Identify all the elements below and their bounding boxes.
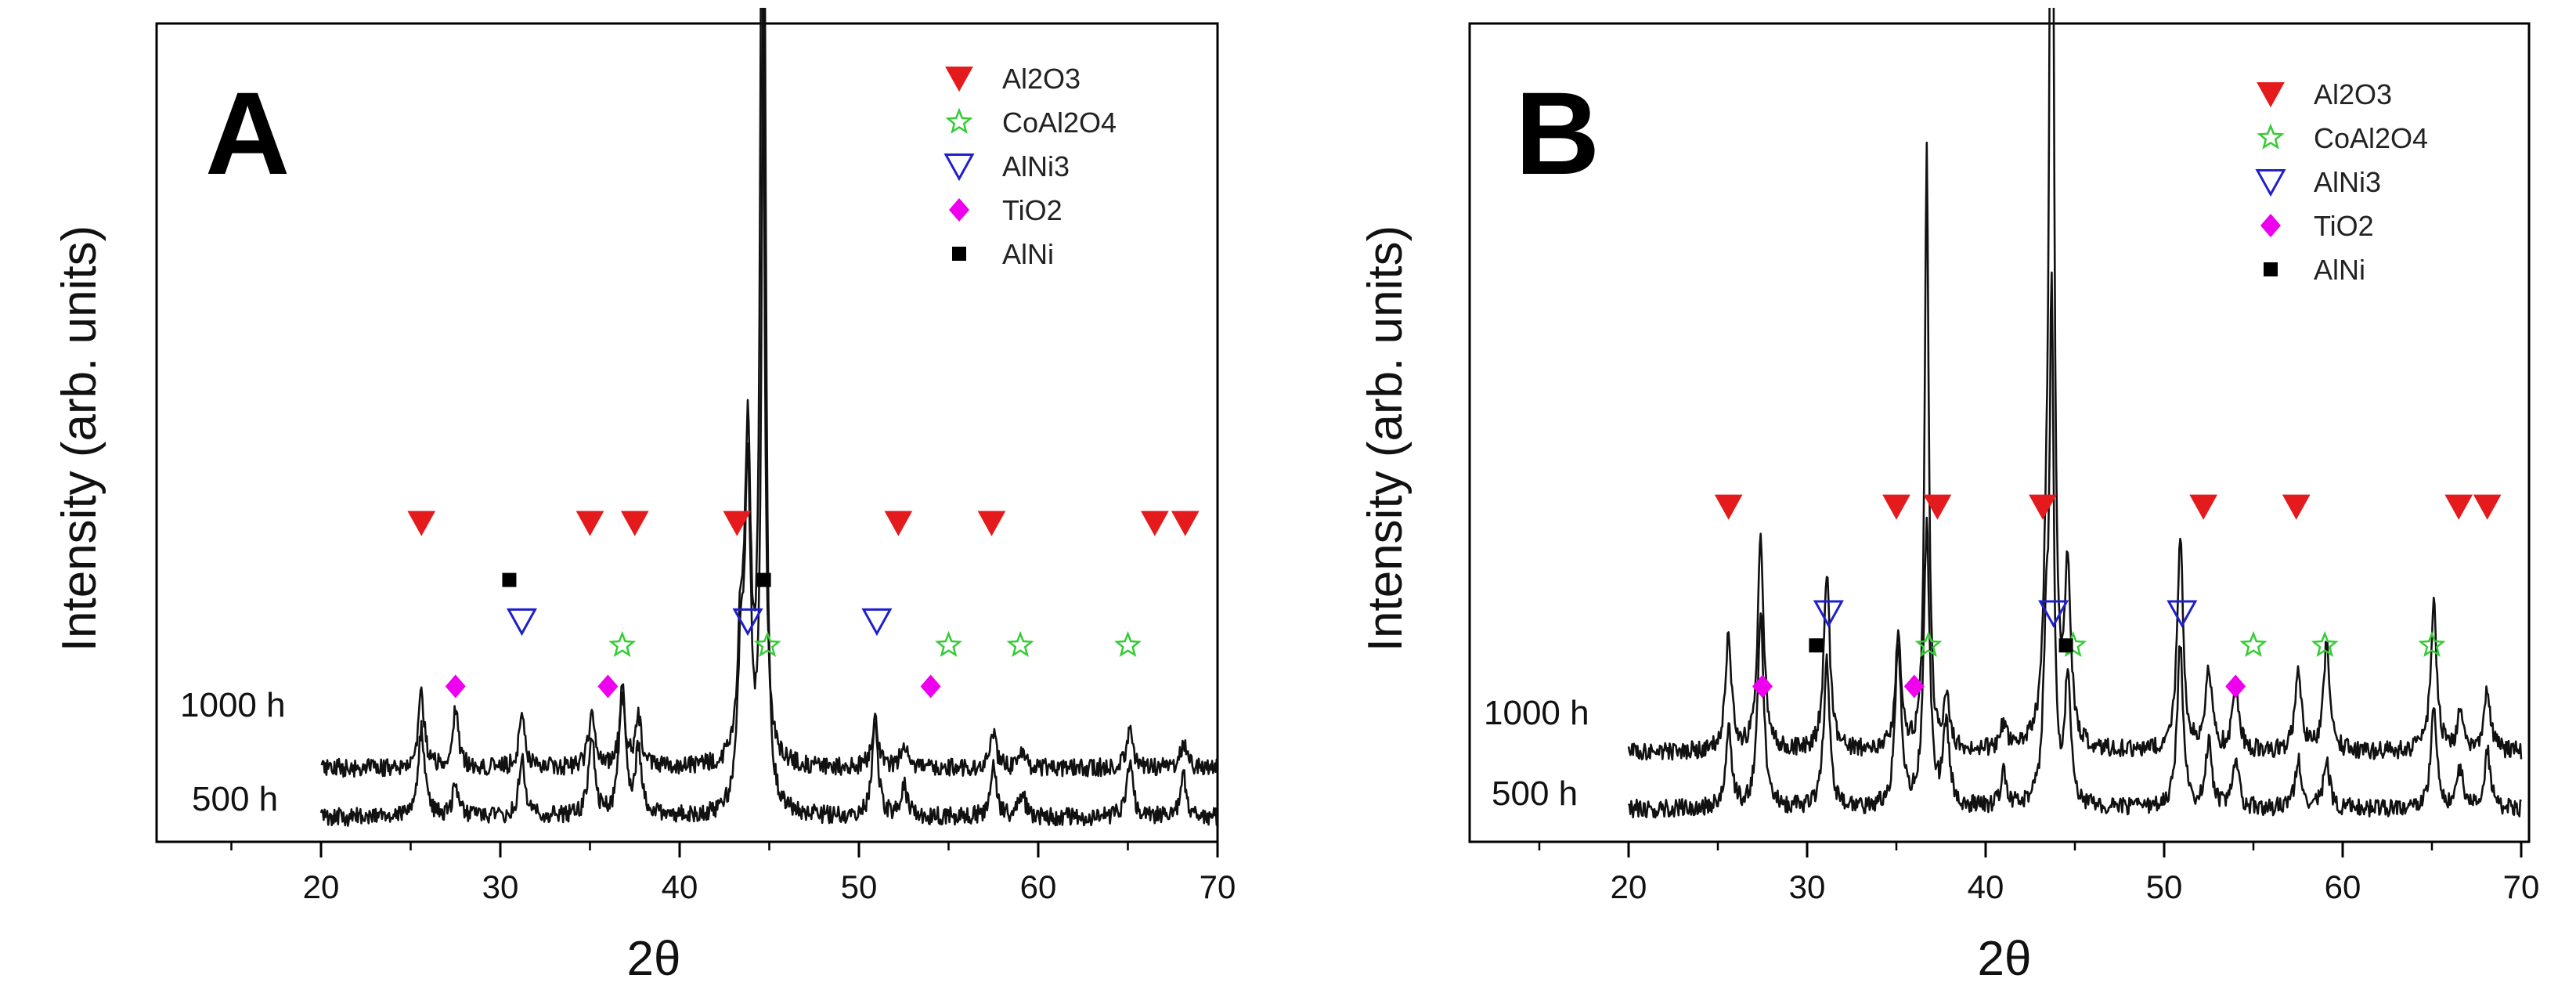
x-tick-label: 30 xyxy=(482,868,519,905)
series-line-500h xyxy=(319,8,1218,827)
phase-marker-tio2 xyxy=(2225,674,2246,699)
phase-marker-alni xyxy=(502,572,517,587)
trace-label-1000h: 1000 h xyxy=(1484,694,1589,732)
phase-marker-alni3 xyxy=(2038,600,2069,628)
phase-marker-coal2o4 xyxy=(2239,630,2268,658)
phase-marker-tio2 xyxy=(1903,674,1925,699)
phase-marker-al2o3 xyxy=(2029,494,2057,520)
legend-label-tio2: TiO2 xyxy=(2314,210,2374,242)
phase-marker-coal2o4 xyxy=(608,630,637,658)
x-tick-label: 60 xyxy=(2325,868,2361,905)
phase-marker-coal2o4 xyxy=(1914,630,1943,658)
legend-label-alni: AlNi xyxy=(2314,254,2365,286)
phase-marker-coal2o4 xyxy=(1006,630,1034,658)
x-tick-label: 40 xyxy=(662,868,698,905)
phase-marker-al2o3 xyxy=(884,511,913,536)
phase-marker-coal2o4 xyxy=(2418,630,2446,658)
legend-marker-coal2o4 xyxy=(945,107,973,134)
phase-marker-al2o3 xyxy=(1141,511,1169,536)
x-tick-label: 40 xyxy=(1968,868,2004,905)
trace-label-500h: 500 h xyxy=(192,780,278,818)
phase-marker-tio2 xyxy=(445,674,466,699)
panel-letter: A xyxy=(205,67,290,199)
phase-marker-al2o3 xyxy=(407,511,436,536)
phase-marker-alni xyxy=(1809,638,1824,653)
legend-label-coal2o4: CoAl2O4 xyxy=(2314,122,2428,154)
x-tick-label: 70 xyxy=(1200,868,1236,905)
x-axis-label: 2θ xyxy=(1978,932,2032,986)
x-axis-label: 2θ xyxy=(627,932,681,986)
phase-marker-coal2o4 xyxy=(753,630,781,658)
y-axis-label: Intensity (arb. units) xyxy=(1358,226,1412,652)
x-tick-label: 70 xyxy=(2503,868,2540,905)
phase-marker-alni xyxy=(756,572,771,587)
trace-label-500h: 500 h xyxy=(1492,774,1578,813)
x-tick-label: 20 xyxy=(1611,868,1647,905)
phase-marker-al2o3 xyxy=(723,511,752,536)
legend-label-alni3: AlNi3 xyxy=(2314,166,2381,198)
series-line-1000h xyxy=(1627,8,2523,761)
legend-label-alni3: AlNi3 xyxy=(1002,150,1070,182)
y-axis-label: Intensity (arb. units) xyxy=(52,226,106,652)
panel-letter: B xyxy=(1515,67,1600,199)
series-line-500h xyxy=(1627,271,2522,819)
plot-frame xyxy=(1468,22,2531,843)
legend-label-alni: AlNi xyxy=(1002,238,1054,270)
phase-marker-al2o3 xyxy=(2189,494,2218,520)
legend-label-al2o3: Al2O3 xyxy=(2314,78,2392,110)
phase-marker-al2o3 xyxy=(2444,494,2473,520)
legend-marker-alni xyxy=(952,247,966,261)
phase-marker-al2o3 xyxy=(2473,494,2502,520)
x-tick-label: 50 xyxy=(2146,868,2183,905)
phase-marker-al2o3 xyxy=(977,511,1006,536)
phase-marker-alni3 xyxy=(732,608,763,637)
phase-marker-alni3 xyxy=(506,608,538,637)
phase-marker-alni3 xyxy=(861,608,893,637)
phase-marker-al2o3 xyxy=(2282,494,2311,520)
phase-marker-al2o3 xyxy=(1923,494,1952,520)
phase-marker-al2o3 xyxy=(1882,494,1910,520)
legend-marker-alni3 xyxy=(943,153,975,182)
legend-marker-coal2o4 xyxy=(2257,123,2285,150)
x-tick-label: 30 xyxy=(1789,868,1826,905)
phase-marker-al2o3 xyxy=(620,511,649,536)
legend-marker-al2o3 xyxy=(2257,82,2285,108)
legend-label-coal2o4: CoAl2O4 xyxy=(1002,106,1117,139)
phase-marker-coal2o4 xyxy=(2311,630,2339,658)
phase-marker-coal2o4 xyxy=(934,630,963,658)
phase-marker-al2o3 xyxy=(1714,494,1743,520)
panel-b: B 2θ Intensity (arb. units) 1000 h 500 h… xyxy=(1358,8,2540,986)
phase-marker-tio2 xyxy=(597,674,619,699)
phase-marker-coal2o4 xyxy=(1113,630,1142,658)
x-tick-label: 60 xyxy=(1020,868,1057,905)
legend-marker-tio2 xyxy=(2260,214,2281,237)
legend-label-tio2: TiO2 xyxy=(1002,194,1063,226)
phase-marker-alni xyxy=(2058,638,2073,653)
legend-marker-tio2 xyxy=(949,198,969,222)
phase-marker-al2o3 xyxy=(575,511,604,536)
trace-label-1000h: 1000 h xyxy=(180,686,286,724)
phase-marker-tio2 xyxy=(920,674,941,699)
legend-marker-alni xyxy=(2264,262,2278,276)
panel-a: A 2θ Intensity (arb. units) 1000 h 500 h… xyxy=(52,8,1236,986)
phase-marker-tio2 xyxy=(1752,674,1773,699)
x-tick-label: 20 xyxy=(303,868,340,905)
legend-marker-alni3 xyxy=(2255,169,2286,197)
plot-frame xyxy=(155,22,1219,843)
legend-label-al2o3: Al2O3 xyxy=(1002,63,1081,95)
phase-marker-alni3 xyxy=(1813,600,1844,628)
phase-marker-al2o3 xyxy=(1171,511,1200,536)
legend-marker-al2o3 xyxy=(945,67,973,92)
phase-marker-alni3 xyxy=(2167,600,2198,628)
x-tick-label: 50 xyxy=(841,868,878,905)
